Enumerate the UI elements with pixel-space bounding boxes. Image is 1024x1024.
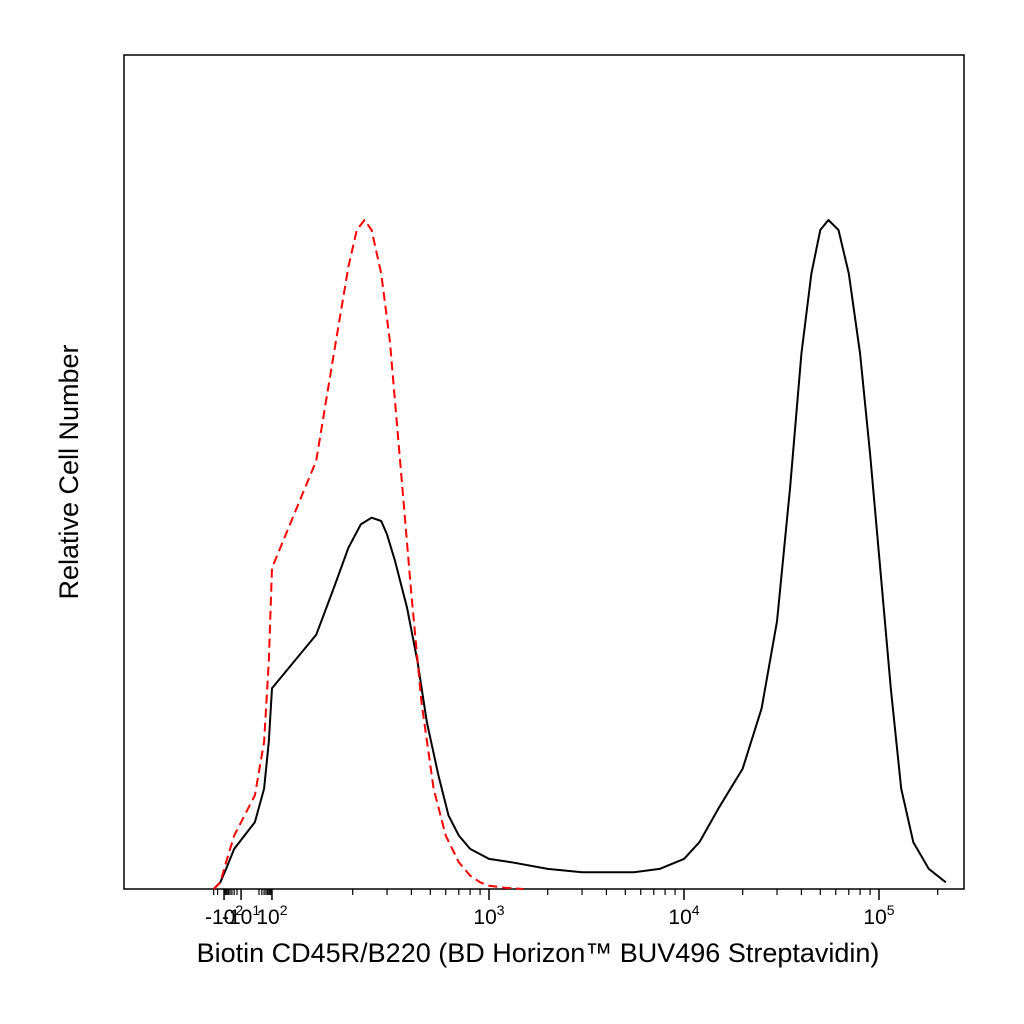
- x-minor-ticks: [213, 889, 939, 895]
- series-layer: [212, 219, 947, 890]
- x-major-ticks: [223, 889, 880, 900]
- series-line-dashed: [212, 219, 524, 890]
- x-axis-label: Biotin CD45R/B220 (BD Horizon™ BUV496 St…: [197, 938, 880, 968]
- x-tick-label: -101: [222, 902, 260, 929]
- series-line-solid: [212, 219, 947, 890]
- plot-frame: [123, 54, 965, 890]
- x-tick-label: 103: [473, 902, 504, 929]
- x-tick-label: 104: [668, 902, 699, 929]
- x-tick-label: 105: [863, 902, 894, 929]
- x-tick-label: 102: [256, 902, 287, 929]
- x-tick-label: -102: [205, 902, 243, 929]
- y-axis-label: Relative Cell Number: [54, 344, 84, 599]
